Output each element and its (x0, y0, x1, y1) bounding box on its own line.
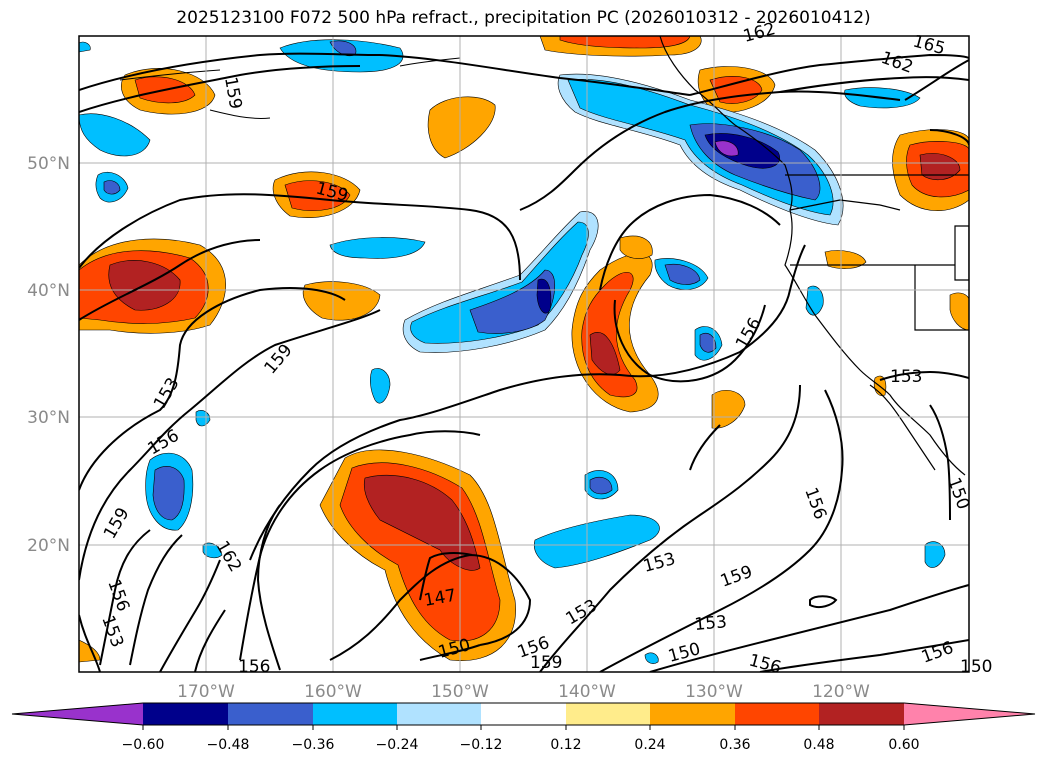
colorbar-segment (313, 703, 397, 725)
colorbar-tick: 0.36 (719, 737, 750, 753)
longitude-labels: 170°W 160°W 150°W 140°W 130°W 120°W (177, 682, 870, 702)
colorbar-segment (481, 703, 566, 725)
lon-label: 140°W (558, 682, 616, 702)
lon-label: 170°W (177, 682, 235, 702)
precip-shading (79, 36, 969, 664)
lat-label: 20°N (27, 536, 70, 556)
lat-label: 40°N (27, 281, 70, 301)
contour-label: 153 (694, 612, 728, 635)
colorbar-segment (735, 703, 819, 725)
lon-label: 160°W (304, 682, 362, 702)
lat-label: 50°N (27, 154, 70, 174)
coastlines (119, 36, 969, 476)
contour-label: 159 (530, 653, 562, 673)
refractivity-contours (79, 52, 969, 672)
colorbar-segment (143, 703, 228, 725)
map-frame (78, 35, 970, 673)
lon-label: 120°W (812, 682, 870, 702)
colorbar: −0.60 −0.48 −0.36 −0.24 −0.12 0.12 0.24 … (11, 702, 1036, 753)
lon-label: 130°W (685, 682, 743, 702)
colorbar-tick: 0.12 (550, 737, 581, 753)
colorbar-tick: 0.48 (803, 737, 834, 753)
colorbar-tick: 0.24 (634, 737, 665, 753)
colorbar-segment (650, 703, 735, 725)
contour-label: 150 (960, 657, 992, 677)
colorbar-tick: −0.36 (292, 737, 335, 753)
colorbar-segment (566, 703, 650, 725)
colorbar-tick: −0.12 (460, 737, 503, 753)
latitude-labels: 50°N 40°N 30°N 20°N (27, 154, 70, 556)
contour-label: 153 (890, 367, 922, 387)
colorbar-tick: 0.60 (888, 737, 919, 753)
colorbar-segment (819, 703, 904, 725)
colorbar-tick: −0.60 (122, 737, 165, 753)
map-title: 2025123100 F072 500 hPa refract., precip… (176, 8, 871, 28)
lat-label: 30°N (27, 408, 70, 428)
colorbar-extend-min (12, 703, 143, 725)
colorbar-segment (397, 703, 481, 725)
lon-label: 150°W (431, 682, 489, 702)
map-panel (79, 36, 969, 672)
colorbar-tick: −0.24 (376, 737, 419, 753)
contour-labels: 159 159 159 153 156 159 162 156 153 156 … (97, 19, 992, 678)
graticule (79, 36, 969, 672)
colorbar-tick: −0.48 (207, 737, 250, 753)
contour-label: 156 (238, 657, 270, 677)
colorbar-extend-max (904, 703, 1035, 725)
colorbar-segment (228, 703, 313, 725)
